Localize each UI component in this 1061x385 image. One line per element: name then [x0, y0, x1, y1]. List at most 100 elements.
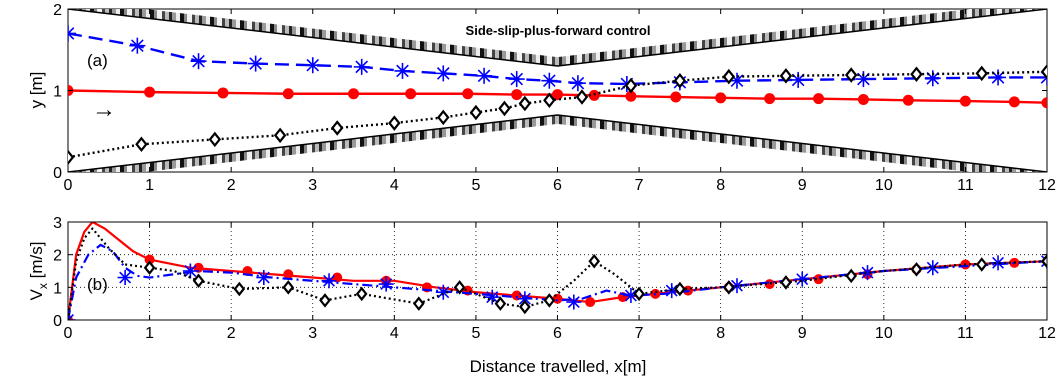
data-point-asterisk: [855, 71, 872, 88]
data-point-asterisk: [508, 71, 525, 88]
asterisk-stroke: [992, 256, 1005, 269]
data-point-circle: [462, 88, 474, 100]
x-tick-label: 3: [308, 177, 317, 194]
data-point-asterisk: [541, 72, 558, 89]
asterisk-stroke: [436, 67, 450, 80]
data-point-asterisk: [321, 273, 337, 289]
ylabel-v: V: [27, 288, 46, 300]
data-point-circle: [552, 89, 563, 101]
asterisk-stroke: [991, 71, 1005, 84]
asterisk-stroke: [486, 291, 499, 304]
data-point-asterisk: [569, 75, 586, 92]
asterisk-stroke: [518, 292, 531, 305]
data-point-diamond: [319, 293, 331, 308]
data-point-circle: [405, 88, 417, 100]
data-point-diamond: [192, 273, 205, 289]
data-point-diamond: [975, 65, 988, 82]
series-line: [68, 227, 1047, 320]
data-point-asterisk: [794, 271, 810, 287]
data-point-diamond: [233, 281, 246, 297]
panel-a-ylabel: y [m]: [27, 72, 46, 109]
asterisk-stroke: [796, 273, 809, 286]
data-point-diamond: [975, 257, 988, 272]
data-point-diamond: [674, 281, 686, 297]
data-point-diamond: [624, 77, 638, 94]
data-point-diamond: [498, 100, 511, 117]
x-tick-label: 10: [875, 177, 893, 194]
data-point-asterisk: [435, 284, 451, 300]
x-tick-label: 12: [1038, 177, 1056, 194]
asterisk-stroke: [477, 69, 491, 83]
data-point-asterisk: [68, 25, 76, 42]
asterisk-stroke: [192, 54, 205, 68]
direction-arrow: →: [92, 96, 116, 123]
ylabel-sub: x: [36, 283, 50, 289]
data-point-asterisk: [484, 289, 500, 305]
data-point-asterisk: [860, 265, 876, 281]
asterisk-stroke: [396, 64, 409, 78]
x-tick-label: 6: [553, 177, 562, 194]
x-tick-label: 8: [716, 325, 725, 342]
x-tick-label: 9: [798, 325, 807, 342]
asterisk-stroke: [730, 74, 744, 88]
data-point-asterisk: [394, 62, 411, 79]
series-diamond: [68, 227, 1047, 320]
x-tick-label: 6: [553, 325, 562, 342]
asterisk-stroke: [184, 265, 197, 277]
data-point-asterisk: [353, 58, 370, 75]
panel-b-ylabel: Vx [m/s]: [27, 242, 50, 301]
data-point-diamond: [910, 66, 923, 82]
data-point-diamond: [673, 72, 687, 89]
data-point-asterisk: [304, 57, 321, 74]
series-line: [68, 243, 1047, 320]
wall-upper-edge: [68, 9, 1047, 67]
data-point-diamond: [723, 280, 735, 295]
x-tick-label: 11: [957, 177, 974, 194]
data-point-diamond: [910, 262, 923, 277]
wall-lower: [68, 114, 1047, 172]
x-tick-label: 7: [635, 177, 644, 194]
data-point-diamond: [412, 296, 425, 311]
data-point-diamond: [543, 293, 556, 308]
y-tick-label: 2: [53, 248, 62, 265]
asterisk-stroke: [567, 296, 580, 308]
x-tick-label: 7: [635, 325, 644, 342]
data-point-circle: [511, 89, 523, 101]
data-point-diamond: [331, 120, 344, 136]
y-tick-label: 2: [53, 2, 62, 19]
data-point-asterisk: [256, 270, 272, 286]
data-point-diamond: [469, 104, 483, 121]
asterisk-stroke: [926, 261, 939, 274]
data-point-circle: [217, 87, 229, 99]
data-point-diamond: [1041, 253, 1047, 269]
data-point-diamond: [282, 280, 295, 295]
data-point-asterisk: [190, 53, 207, 70]
asterisk-stroke: [1040, 76, 1047, 84]
x-tick-label: 3: [308, 325, 317, 342]
x-tick-label: 10: [875, 325, 893, 342]
x-tick-label: 5: [471, 177, 480, 194]
wall-lower-edge: [68, 114, 1047, 172]
data-point-circle: [959, 95, 971, 107]
asterisk-stroke: [380, 278, 393, 291]
y-tick-label: 3: [53, 215, 62, 232]
corridor-walls: [68, 9, 1047, 172]
asterisk-stroke: [68, 314, 74, 320]
data-point-circle: [715, 92, 727, 104]
x-tick-label: 0: [64, 177, 73, 194]
panel-a-tag: (a): [87, 51, 108, 70]
panel-b-series: [68, 222, 1047, 320]
x-tick-label: 4: [390, 325, 399, 342]
series-circle: [68, 85, 1047, 109]
y-tick-label: 1: [53, 84, 62, 101]
data-point-asterisk: [117, 270, 133, 286]
panel-a-series: [68, 25, 1047, 166]
asterisk-stroke: [323, 274, 336, 287]
data-point-asterisk: [435, 65, 452, 82]
asterisk-stroke: [68, 27, 75, 35]
x-tick-label: 9: [798, 177, 807, 194]
data-point-circle: [282, 88, 294, 100]
